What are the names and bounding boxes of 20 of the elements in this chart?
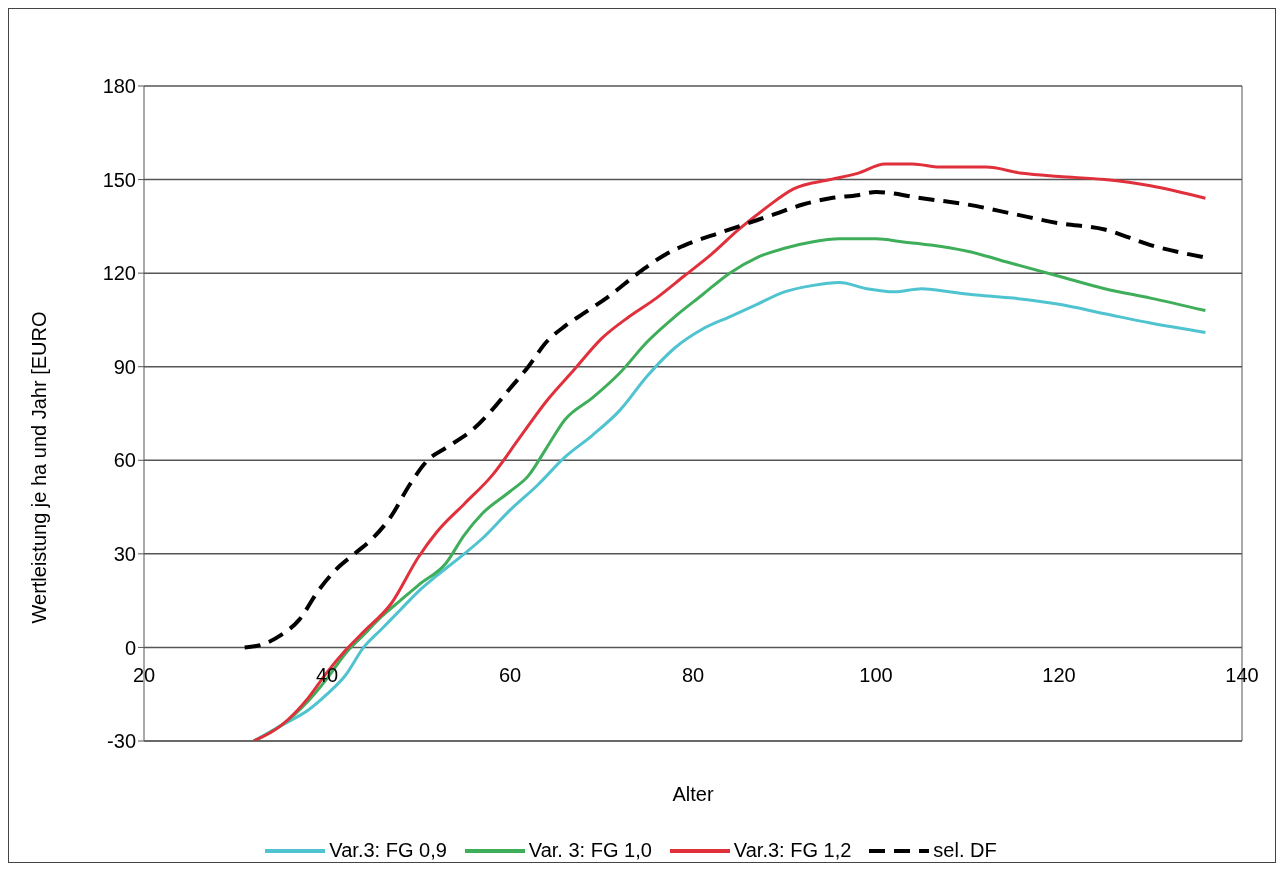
- legend-label: Var. 3: FG 1,0: [527, 839, 652, 862]
- x-tick-label: 100: [859, 663, 893, 686]
- x-tick-label: 140: [1225, 663, 1259, 686]
- y-tick-label: 90: [113, 355, 136, 378]
- y-tick-label: 30: [113, 542, 136, 565]
- y-tick-label: 180: [102, 75, 136, 98]
- legend-label: sel. DF: [932, 839, 997, 862]
- y-tick-label: -30: [107, 730, 136, 753]
- x-tick-label: 20: [132, 663, 156, 686]
- legend-label: Var.3: FG 0,9: [328, 839, 447, 862]
- x-tick-label: 120: [1042, 663, 1076, 686]
- legend-label: Var.3: FG 1,2: [732, 839, 852, 862]
- x-tick-label: 60: [498, 663, 522, 686]
- y-tick-label: 150: [102, 168, 136, 191]
- y-tick-label: 60: [113, 449, 136, 472]
- x-tick-label: 80: [681, 663, 705, 686]
- x-axis-title: Alter: [672, 783, 714, 805]
- y-axis-title: Wertleistung je ha und Jahr [EURO: [28, 311, 51, 624]
- y-tick-label: 0: [124, 636, 136, 659]
- y-tick-label: 120: [102, 262, 136, 285]
